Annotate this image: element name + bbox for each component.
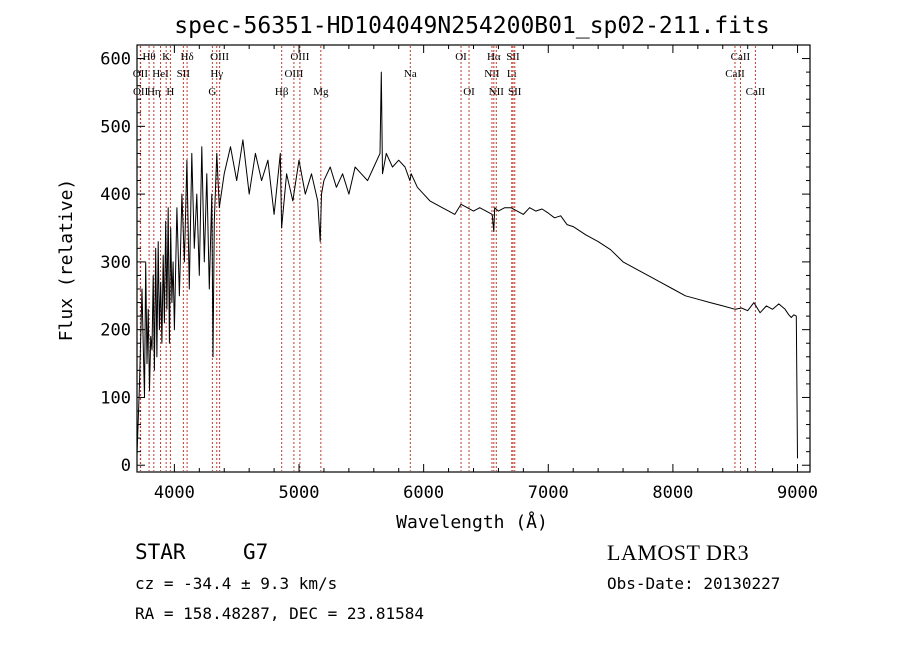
x-tick-label-4: 8000 (652, 483, 693, 503)
spectrum-chart: spec-56351-HD104049N254200B01_sp02-211.f… (56, 13, 818, 533)
line-mark-label-6: H (166, 86, 174, 98)
y-tick-label-1: 100 (100, 388, 131, 408)
line-mark-label-10: Hγ (210, 68, 223, 80)
line-mark-label-18: OI (463, 86, 475, 98)
plot-frame (136, 44, 811, 473)
line-mark-label-23: SII (506, 51, 520, 63)
spectrum (136, 71, 798, 459)
line-mark-label-22: Li (507, 68, 517, 80)
line-mark-label-3: Hη (147, 86, 161, 98)
line-mark-label-20: Hα (487, 51, 501, 63)
line-mark-label-21: NII (489, 86, 505, 98)
x-tick-label-0: 4000 (154, 483, 195, 503)
line-mark-label-24: SII (508, 86, 522, 98)
x-tick-label-1: 5000 (279, 483, 320, 503)
obs-date-text: Obs-Date: 20130227 (607, 574, 781, 593)
y-tick-label-6: 600 (100, 50, 131, 70)
line-mark-label-25: CaII (725, 68, 745, 80)
line-mark-label-17: OI (455, 51, 467, 63)
y-tick-label-3: 300 (100, 253, 131, 273)
line-mark-label-11: OIII (210, 51, 229, 63)
line-mark-label-16: Na (404, 68, 417, 80)
line-marks: OIIOIIHθHηHeIKHSIIHδGHγOIIIHβOIIIOIIIMgN… (133, 46, 766, 471)
y-tick-label-5: 500 (100, 117, 131, 137)
y-tick-label-4: 400 (100, 185, 131, 205)
y-tick-label-0: 0 (121, 456, 131, 476)
redshift-text: cz = -34.4 ± 9.3 km/s (135, 574, 338, 593)
y-axis-label: Flux (relative) (56, 179, 77, 342)
chart-title: spec-56351-HD104049N254200B01_sp02-211.f… (174, 13, 769, 39)
x-axis-label: Wavelength (Å) (396, 511, 548, 533)
line-mark-label-19: NII (484, 68, 500, 80)
line-mark-label-12: Hβ (275, 86, 289, 98)
line-mark-label-27: CaII (746, 86, 766, 98)
survey-label: LAMOST DR3 (607, 540, 750, 565)
x-tick-label-2: 6000 (403, 483, 444, 503)
line-mark-label-4: HeI (152, 68, 169, 80)
object-class: STAR (135, 540, 186, 564)
spectrum-line (136, 71, 798, 459)
axis-ticks: 4000 5000 6000 7000 8000 9000 0 100 200 300 400 500… (100, 45, 818, 503)
line-mark-label-9: G (208, 86, 216, 98)
x-tick-label-3: 7000 (528, 483, 569, 503)
line-mark-label-14: OIII (290, 51, 309, 63)
line-mark-label-26: CaII (731, 51, 751, 63)
line-mark-label-8: Hδ (181, 51, 194, 63)
line-mark-label-5: K (162, 51, 170, 63)
line-mark-label-2: Hθ (142, 51, 155, 63)
line-mark-label-15: Mg (313, 86, 329, 98)
line-mark-label-13: OIII (284, 68, 303, 80)
x-tick-label-5: 9000 (777, 483, 818, 503)
object-subclass: G7 (243, 540, 269, 564)
y-tick-label-2: 200 (100, 321, 131, 341)
line-mark-label-7: SII (177, 68, 191, 80)
coords-text: RA = 158.48287, DEC = 23.81584 (135, 604, 424, 623)
